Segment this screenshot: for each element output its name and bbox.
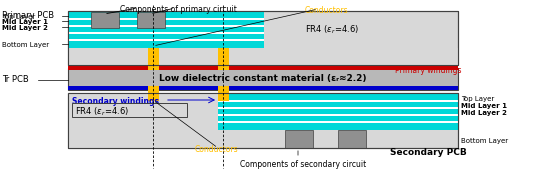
Text: Bottom Layer: Bottom Layer (461, 138, 508, 144)
Bar (218, 86, 229, 101)
Bar (148, 86, 159, 101)
Text: Components of primary circuit: Components of primary circuit (120, 5, 237, 14)
Bar (68, 68, 458, 90)
Bar (68, 18, 264, 20)
Text: FR4 ($\varepsilon_r$=4.6): FR4 ($\varepsilon_r$=4.6) (75, 105, 129, 117)
Text: Primary windings: Primary windings (395, 66, 461, 75)
Text: Secondary windings: Secondary windings (72, 97, 159, 106)
Bar (285, 130, 313, 148)
Text: Mid Layer 2: Mid Layer 2 (461, 110, 507, 116)
Text: Tr PCB: Tr PCB (2, 76, 29, 84)
Bar (91, 12, 119, 28)
Text: Conductors: Conductors (195, 145, 239, 154)
Bar (338, 130, 366, 148)
Bar (68, 39, 264, 41)
Bar (218, 102, 458, 107)
Bar (218, 93, 458, 100)
Text: Top Layer: Top Layer (461, 96, 494, 102)
Text: Secondary PCB: Secondary PCB (390, 148, 467, 157)
Bar (218, 100, 458, 102)
Bar (148, 48, 159, 70)
Bar (68, 11, 264, 18)
Bar (68, 86, 458, 90)
Bar (68, 41, 264, 48)
Text: Bottom Layer: Bottom Layer (2, 42, 49, 48)
Bar (68, 34, 264, 39)
Bar (68, 27, 264, 32)
Bar (218, 121, 458, 123)
Bar (218, 114, 458, 116)
Bar (72, 103, 187, 117)
Bar (68, 48, 458, 65)
Text: Conductors: Conductors (305, 6, 348, 15)
Text: Mid Layer 1: Mid Layer 1 (461, 103, 507, 109)
Bar (137, 12, 165, 28)
Bar (218, 116, 458, 121)
Bar (68, 32, 264, 34)
Text: Components of secondary circuit: Components of secondary circuit (240, 160, 366, 169)
Text: FR4 ($\varepsilon_r$=4.6): FR4 ($\varepsilon_r$=4.6) (305, 24, 359, 36)
Text: Mid Layer 2: Mid Layer 2 (2, 25, 48, 31)
Bar (68, 93, 458, 148)
Bar (68, 93, 218, 148)
Bar (68, 11, 458, 65)
Bar (218, 107, 458, 109)
Bar (68, 25, 264, 27)
Bar (218, 109, 458, 114)
Bar (68, 93, 458, 148)
Text: Low dielectric constant material (εᵣ≈2.2): Low dielectric constant material (εᵣ≈2.2… (159, 74, 367, 83)
Bar (218, 48, 229, 70)
Bar (218, 123, 458, 130)
Bar (68, 65, 458, 70)
Text: Mid Layer 1: Mid Layer 1 (2, 19, 48, 25)
Bar (68, 11, 458, 65)
Bar (68, 20, 264, 25)
Text: Top Layer: Top Layer (2, 14, 35, 20)
Text: Primary PCB: Primary PCB (2, 11, 54, 20)
